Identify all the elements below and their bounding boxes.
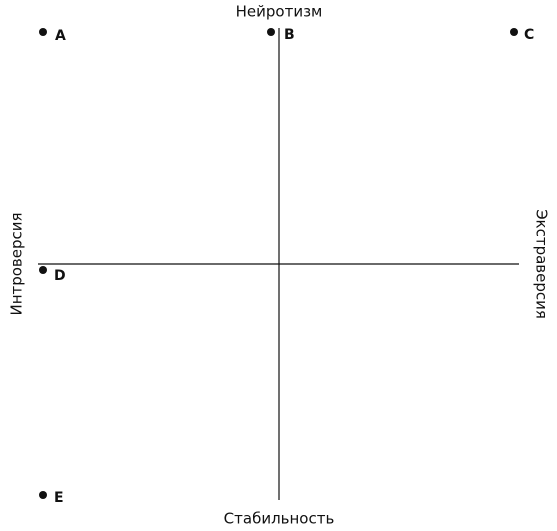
point-label: E <box>54 490 64 506</box>
point <box>510 28 518 36</box>
point <box>39 266 47 274</box>
axis-title-bottom: Стабильность <box>224 510 335 528</box>
point-label: D <box>54 268 66 284</box>
point <box>39 28 47 36</box>
point-label: A <box>55 28 66 44</box>
point <box>39 491 47 499</box>
axis-title-right: Экстраверсия <box>533 209 551 319</box>
axis-title-top: Нейротизм <box>236 3 323 21</box>
point-label: B <box>284 27 295 43</box>
axis-title-left: Интроверсия <box>8 212 26 315</box>
point-label: C <box>524 27 534 43</box>
point <box>267 28 275 36</box>
